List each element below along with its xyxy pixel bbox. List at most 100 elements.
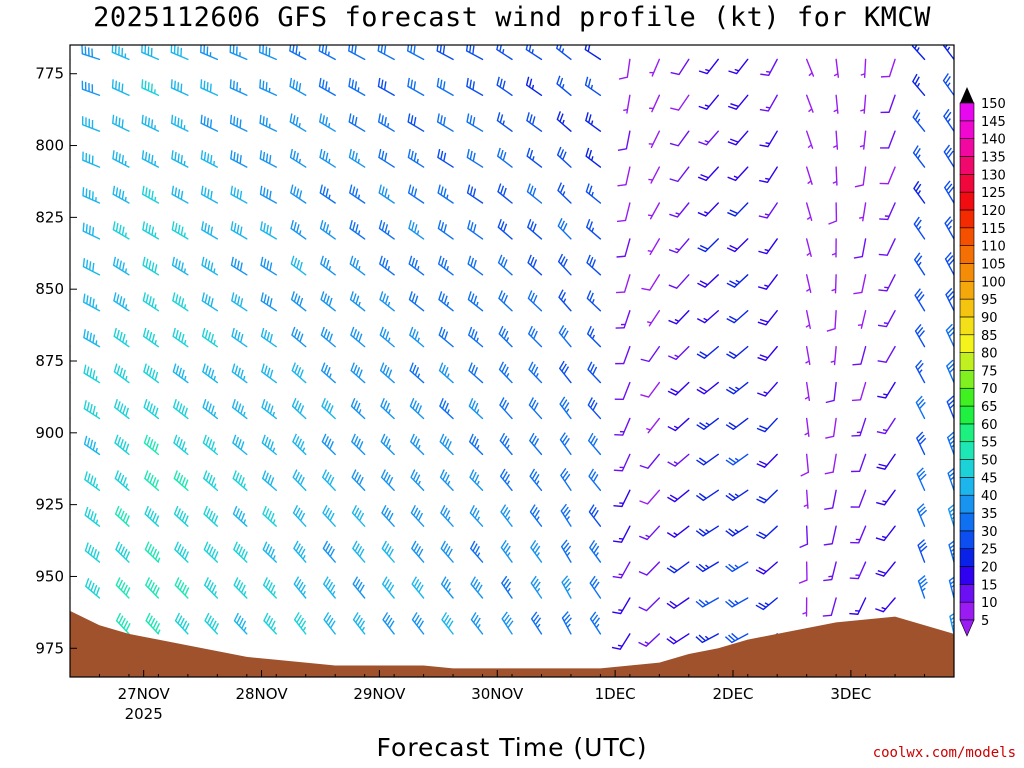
barb-feather xyxy=(500,185,505,195)
barb-feather xyxy=(377,77,381,87)
barb-feather xyxy=(560,256,566,265)
barb-staff xyxy=(704,238,719,253)
barb-feather xyxy=(698,563,707,571)
wind-barb xyxy=(352,540,366,563)
barb-feather xyxy=(147,508,152,517)
barb-feather xyxy=(239,298,244,307)
wind-barb xyxy=(529,432,543,456)
barb-feather xyxy=(758,566,767,573)
barb-feather xyxy=(231,399,236,408)
barb-feather xyxy=(300,584,306,593)
wind-barb xyxy=(851,417,867,437)
barb-feather xyxy=(290,184,294,194)
barb-feather xyxy=(233,151,236,161)
barb-feather xyxy=(207,189,210,198)
barb-feather xyxy=(587,325,592,335)
wind-barb xyxy=(727,94,749,110)
wind-barb xyxy=(497,254,513,276)
wind-barb xyxy=(559,396,572,420)
barb-feather xyxy=(668,319,677,325)
barb-staff xyxy=(650,130,661,149)
wind-barb xyxy=(349,255,366,276)
barb-feather xyxy=(533,474,540,483)
barb-feather xyxy=(948,471,954,478)
barb-feather xyxy=(327,545,333,555)
barb-feather xyxy=(1009,396,1016,401)
wind-barb xyxy=(232,505,248,527)
barb-half-feather xyxy=(536,552,540,557)
barb-half-feather xyxy=(272,626,277,632)
barb-feather xyxy=(728,386,737,393)
wind-barb xyxy=(696,310,719,324)
barb-staff xyxy=(407,85,425,96)
barb-feather xyxy=(115,258,120,268)
wind-barb xyxy=(292,469,307,491)
barb-feather xyxy=(265,82,268,91)
barb-feather xyxy=(180,226,184,236)
barb-feather xyxy=(943,108,950,117)
barb-feather xyxy=(590,471,597,480)
barb-feather xyxy=(120,617,126,627)
barb-feather xyxy=(918,330,926,338)
wind-barb xyxy=(875,561,896,577)
barb-feather xyxy=(727,176,736,182)
barb-staff xyxy=(805,525,809,545)
barb-feather xyxy=(378,220,383,229)
wind-barb xyxy=(1010,468,1019,490)
wind-barb xyxy=(408,291,425,312)
barb-half-feather xyxy=(881,606,886,610)
barb-feather xyxy=(82,222,85,232)
barb-feather xyxy=(240,512,246,522)
barb-feather xyxy=(414,402,420,412)
barb-staff xyxy=(912,152,926,168)
colorbar-swatch xyxy=(959,459,975,478)
barb-half-feather xyxy=(417,373,421,378)
barb-half-feather xyxy=(734,528,739,533)
colorbar-swatch xyxy=(959,191,975,211)
colorbar-label: 50 xyxy=(981,454,998,469)
barb-staff xyxy=(70,94,71,96)
barb-feather xyxy=(759,108,769,112)
barb-half-feather xyxy=(734,457,740,462)
barb-feather xyxy=(181,405,186,415)
barb-feather xyxy=(300,512,306,521)
wind-barb xyxy=(293,540,307,563)
barb-feather xyxy=(697,176,707,182)
barb-feather xyxy=(501,611,508,620)
barb-feather xyxy=(1007,148,1013,154)
barb-feather xyxy=(269,477,275,486)
wind-barb xyxy=(528,397,543,420)
barb-feather xyxy=(174,151,177,161)
barb-staff xyxy=(734,166,749,182)
barb-feather xyxy=(259,79,262,88)
barb-feather xyxy=(175,365,180,375)
wind-barb xyxy=(556,146,572,168)
wind-barb xyxy=(649,94,661,113)
barb-feather xyxy=(411,293,416,302)
barb-feather xyxy=(916,327,924,335)
wind-barb xyxy=(318,77,336,96)
barb-feather xyxy=(263,329,268,339)
colorbar-label: 65 xyxy=(981,400,998,415)
barb-feather xyxy=(471,471,477,481)
barb-feather xyxy=(268,155,272,164)
barb-feather xyxy=(207,224,211,234)
barb-staff xyxy=(764,381,778,397)
barb-half-feather xyxy=(243,519,247,524)
barb-feather xyxy=(947,291,954,299)
barb-half-feather xyxy=(830,360,836,363)
credit-text[interactable]: coolwx.com/models xyxy=(872,745,1016,761)
barb-feather xyxy=(266,331,271,341)
wind-barb xyxy=(725,525,749,537)
barb-feather xyxy=(527,254,532,264)
wind-barb xyxy=(947,503,954,527)
barb-half-feather xyxy=(833,109,838,113)
wind-barb xyxy=(666,597,690,609)
wind-barb xyxy=(804,381,811,402)
barb-staff xyxy=(620,525,631,543)
barb-feather xyxy=(204,612,210,622)
barb-staff xyxy=(470,619,484,635)
barb-feather xyxy=(408,255,413,265)
barb-feather xyxy=(758,531,767,537)
barb-feather xyxy=(322,115,326,124)
